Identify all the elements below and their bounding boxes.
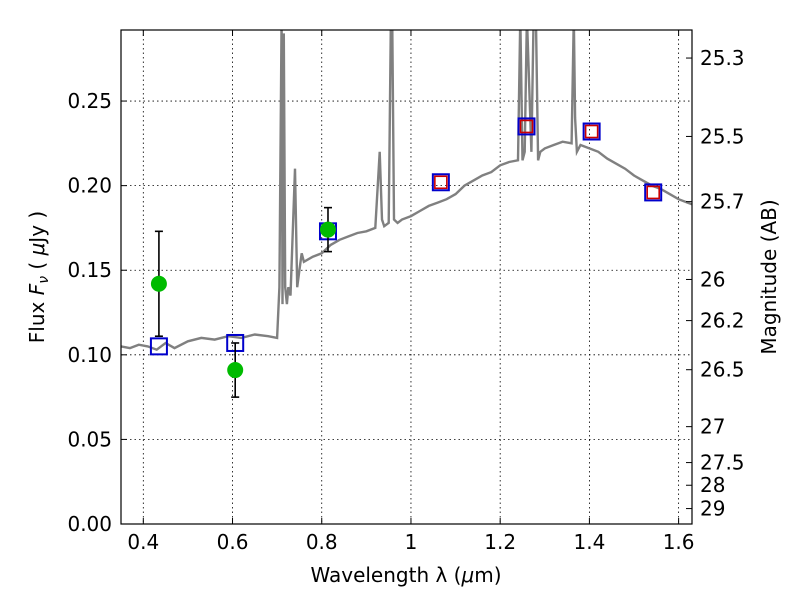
plot-frame — [120, 29, 693, 525]
model-photometry-inner-box — [519, 119, 534, 134]
model-photometry-box — [431, 173, 450, 192]
x-tick-label: 1 — [405, 530, 418, 554]
y-tick-label: 0.05 — [67, 427, 112, 451]
x-tick-label: 1.2 — [484, 530, 516, 554]
y-tick-label: 0.00 — [67, 512, 112, 536]
x-tick-label: 1.4 — [573, 530, 605, 554]
observed-point — [227, 362, 244, 379]
y-axis-label-left: Flux Fν ( μJy ) — [25, 211, 52, 343]
sed-model-line — [121, 30, 692, 352]
mag-tick-label: 29 — [700, 497, 725, 521]
model-photometry-inner-box — [584, 124, 599, 139]
observed-point — [150, 275, 167, 292]
y-axis-label-right: Magnitude (AB) — [757, 199, 781, 354]
mag-tick-label: 25.3 — [700, 46, 745, 70]
sed-model-layer — [121, 30, 692, 352]
y-tick-label: 0.25 — [67, 89, 112, 113]
x-tick-label: 0.8 — [306, 530, 338, 554]
model-photometry-box — [644, 183, 663, 202]
mag-tick-label: 28 — [700, 473, 725, 497]
mag-tick-label: 25.7 — [700, 190, 745, 214]
grid — [121, 30, 692, 525]
model-photometry-inner-box — [434, 175, 448, 190]
x-axis-label: Wavelength λ (μm) — [310, 563, 501, 587]
model-photometry-box — [149, 337, 168, 356]
ticks: 0.4 0.6 0.8 1 1.2 1.4 1.6 0.00 0.05 0.10 0.15 0.20 0… — [67, 30, 745, 554]
mag-tick-label: 26.2 — [700, 309, 745, 333]
x-tick-label: 0.4 — [127, 530, 159, 554]
x-tick-label: 1.6 — [663, 530, 695, 554]
model-photometry-inner-box — [646, 185, 660, 200]
y-tick-label: 0.20 — [67, 174, 112, 198]
mag-tick-label: 27.5 — [700, 451, 745, 475]
points-layer — [149, 117, 663, 398]
model-photometry-box — [582, 122, 601, 141]
model-photometry-box — [517, 117, 536, 136]
mag-tick-label: 25.5 — [700, 124, 745, 148]
observed-point — [319, 221, 336, 238]
mag-tick-label: 27 — [700, 415, 725, 439]
mag-tick-label: 26 — [700, 267, 725, 291]
x-tick-label: 0.6 — [217, 530, 249, 554]
y-tick-label: 0.15 — [67, 258, 112, 282]
mag-tick-label: 26.5 — [700, 358, 745, 382]
y-tick-label: 0.10 — [67, 343, 112, 367]
